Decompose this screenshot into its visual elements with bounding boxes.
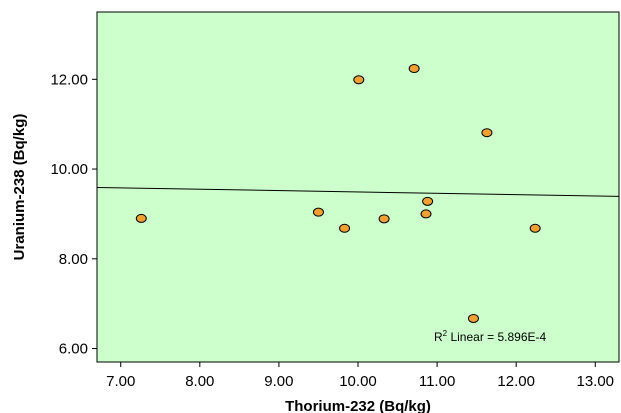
x-tick-label: 7.00 <box>106 373 135 390</box>
plot-area <box>96 11 620 363</box>
x-tick-label: 12.00 <box>497 373 535 390</box>
x-tick-label: 11.00 <box>419 373 455 390</box>
data-point <box>339 223 351 233</box>
y-tick-label: 12.00 <box>50 71 88 88</box>
data-point <box>312 207 324 217</box>
x-tick-label: 13.00 <box>576 373 614 390</box>
x-axis-ticks: 7.00 8.00 9.00 10.00 11.00 12.00 13.00 <box>106 362 614 390</box>
x-axis-title: Thorium-232 (Bq/kg) <box>285 398 431 413</box>
data-point <box>420 209 432 219</box>
data-points <box>135 64 541 323</box>
r-squared-annotation: R2 Linear = 5.896E-4 <box>434 329 547 344</box>
y-axis-ticks: 6.00 8.00 10.00 12.00 <box>50 71 97 358</box>
y-tick-label: 10.00 <box>50 161 88 178</box>
y-tick-label: 8.00 <box>59 251 88 268</box>
x-tick-label: 10.00 <box>339 373 377 390</box>
data-point <box>378 214 390 224</box>
r-squared-text: Linear = 5.896E-4 <box>447 330 546 344</box>
fit-line-group <box>96 186 620 197</box>
r-squared-superscript: 2 <box>443 329 448 338</box>
y-axis-title: Uranium-238 (Bq/kg) <box>11 114 28 261</box>
data-point <box>408 64 420 74</box>
data-point <box>467 313 479 323</box>
x-tick-label: 9.00 <box>264 373 293 390</box>
y-tick-label: 6.00 <box>59 341 88 358</box>
data-point <box>135 213 147 223</box>
data-point <box>353 75 365 85</box>
data-point <box>529 223 541 233</box>
linear-fit-line <box>96 186 620 197</box>
data-point <box>422 196 434 206</box>
data-point <box>481 128 493 138</box>
r-squared-prefix: R <box>434 330 443 344</box>
x-tick-label: 8.00 <box>185 373 214 390</box>
